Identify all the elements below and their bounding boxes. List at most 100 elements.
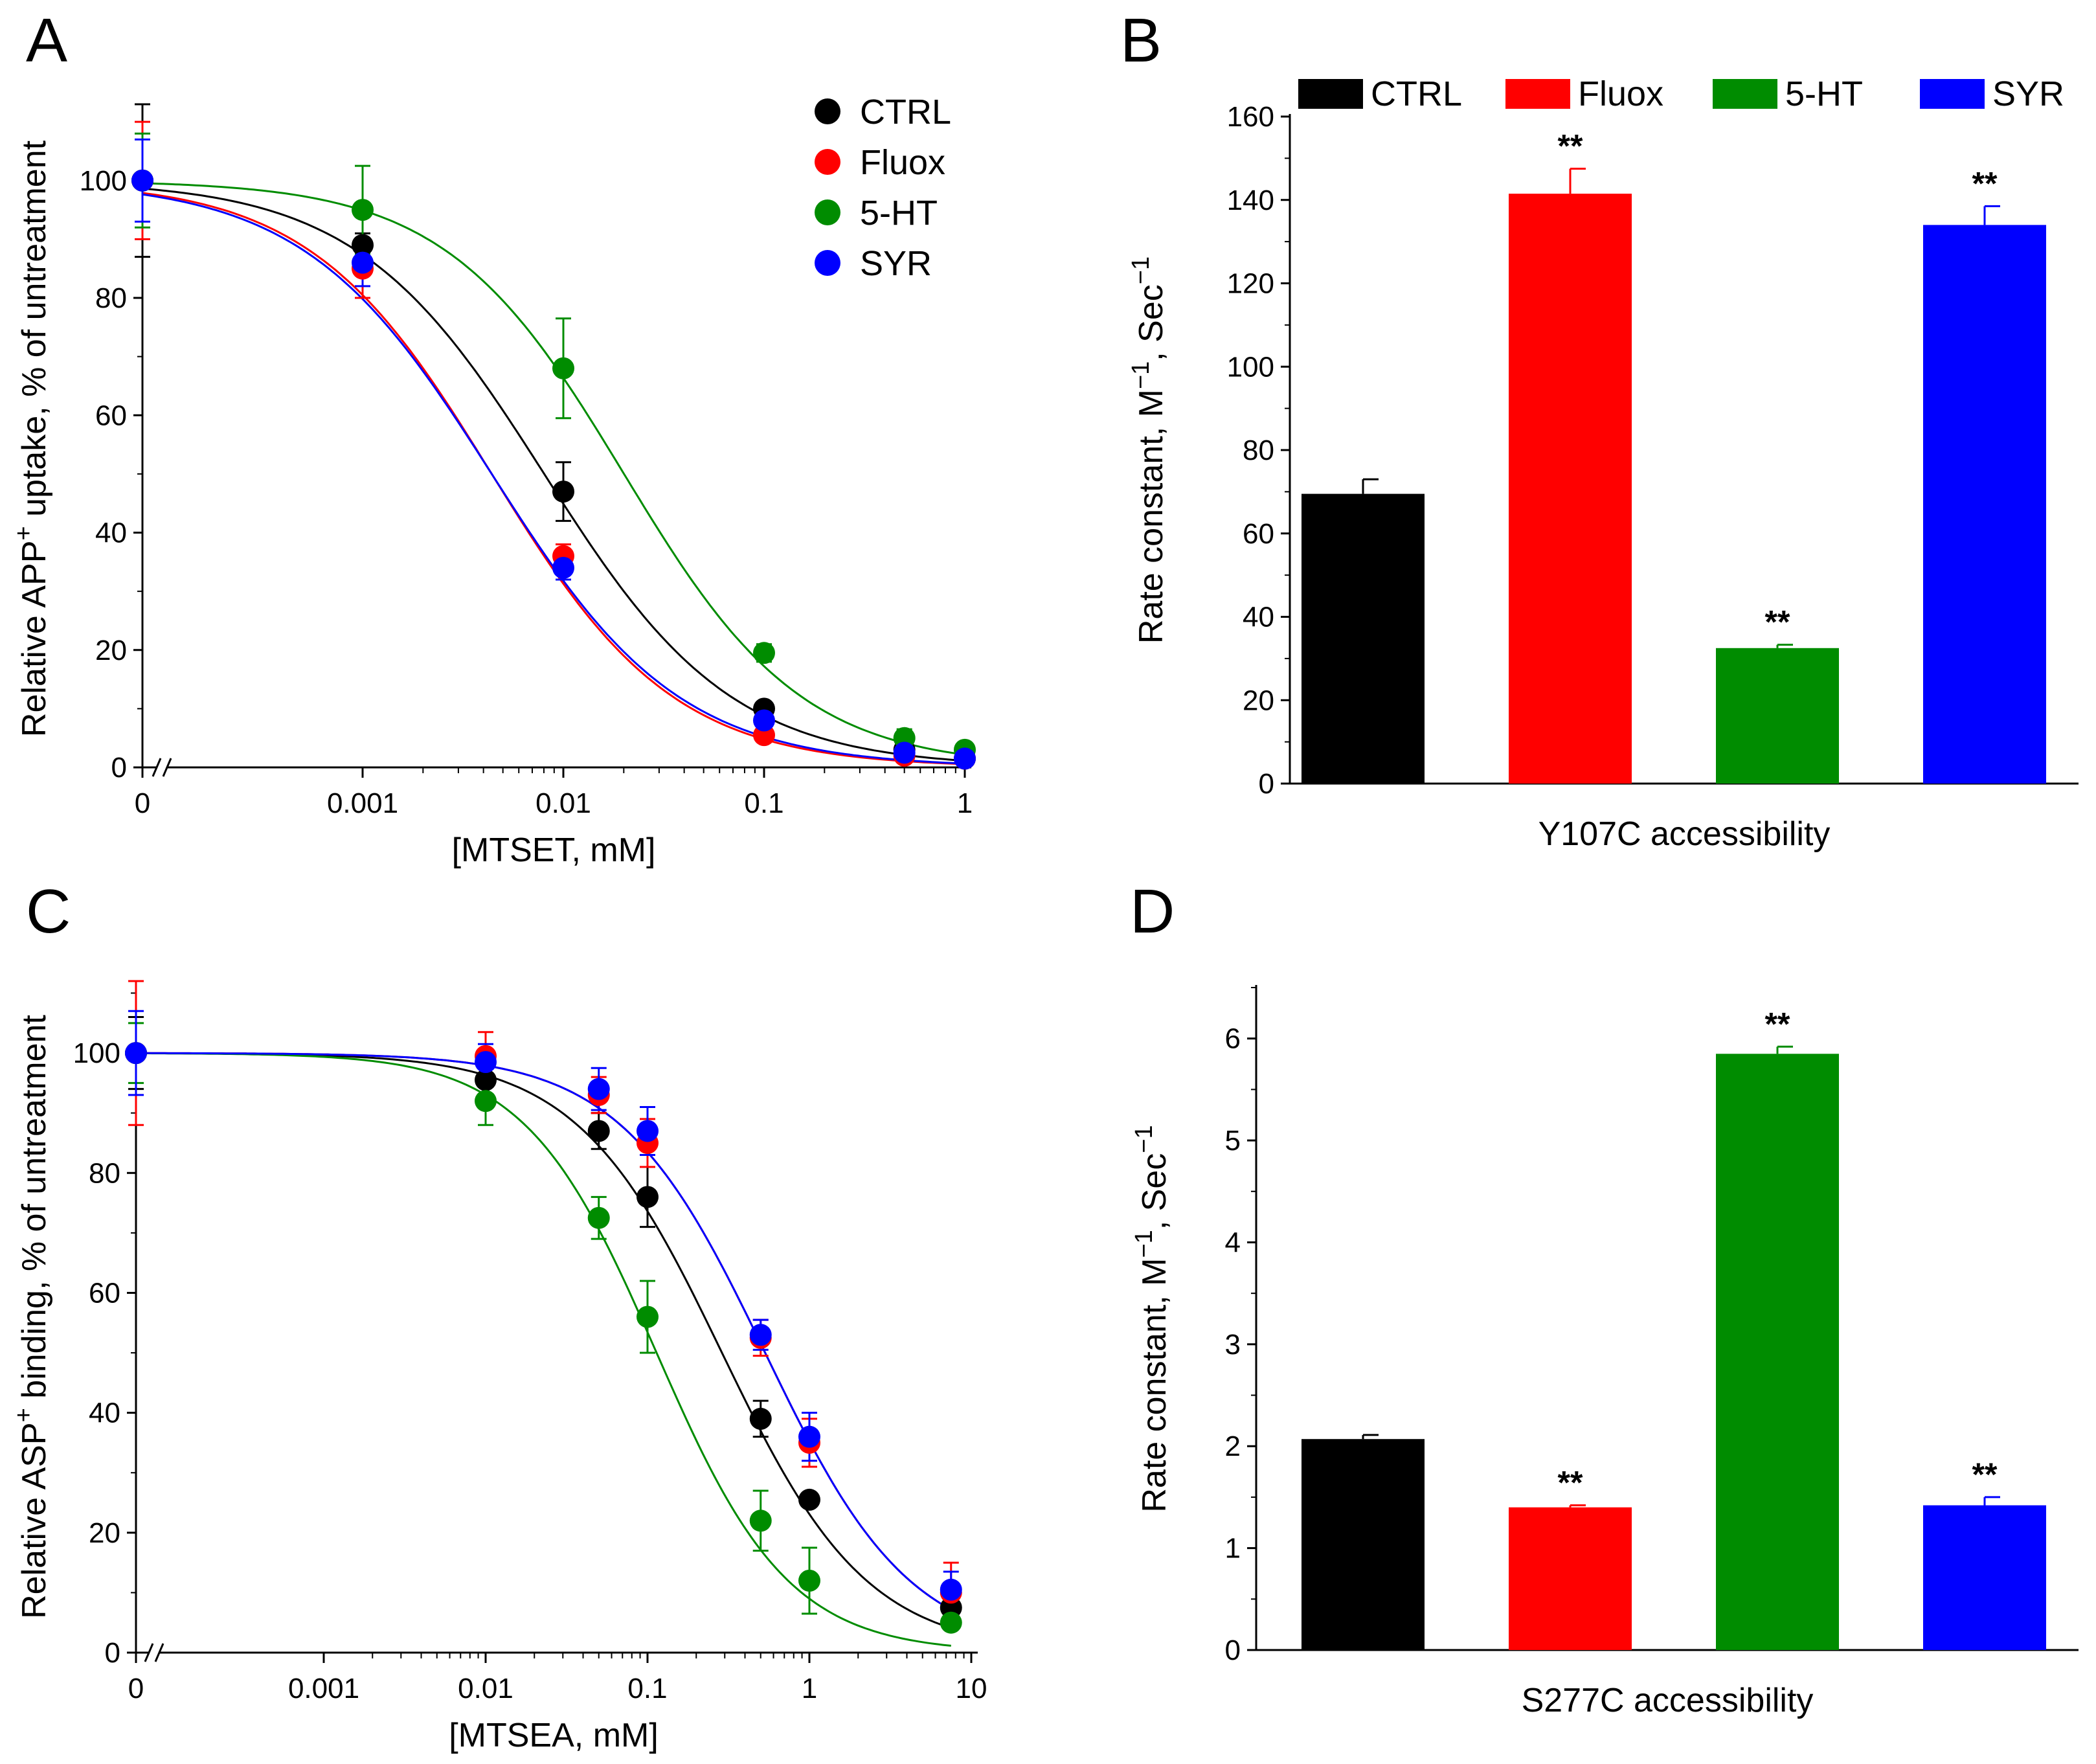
bar-syr bbox=[1923, 1505, 2046, 1650]
x-axis-title: [MTSEA, mM] bbox=[449, 1717, 659, 1754]
data-point-syr bbox=[940, 1578, 962, 1601]
data-point-syr bbox=[131, 169, 153, 192]
y-axis-title-part-2: uptake, % of untreatment bbox=[16, 140, 53, 526]
data-point-syr bbox=[587, 1078, 610, 1100]
y-axis-title-part-0: Relative ASP bbox=[16, 1422, 53, 1619]
y-tick-label: 20 bbox=[95, 635, 127, 666]
y-tick-label: 60 bbox=[95, 400, 127, 431]
data-point-ctrl bbox=[749, 1407, 772, 1430]
data-point-ctrl bbox=[587, 1120, 610, 1142]
y-axis-title-part-1: + bbox=[10, 1408, 38, 1422]
legend-marker-ctrl bbox=[815, 98, 840, 124]
y-axis-title: Relative APP+ uptake, % of untreatment bbox=[10, 140, 53, 737]
y-tick-label: 0 bbox=[1225, 1634, 1241, 1666]
y-tick-label: 3 bbox=[1225, 1329, 1241, 1361]
fit-curve-syr bbox=[136, 1052, 952, 1611]
legend-label-ctrl: CTRL bbox=[860, 93, 951, 131]
fit-curve-ctrl bbox=[136, 1052, 952, 1629]
data-point-syr bbox=[352, 251, 374, 274]
y-tick-label: 80 bbox=[89, 1157, 120, 1189]
y-axis-title-part-3: −1 bbox=[1131, 1125, 1158, 1153]
bar-ctrl bbox=[1302, 493, 1425, 784]
y-tick-label: 80 bbox=[1243, 435, 1274, 466]
axis-break-mark bbox=[162, 758, 172, 777]
legend-label-5-ht: 5-HT bbox=[860, 194, 938, 232]
x-tick-label: 0.001 bbox=[327, 787, 398, 819]
legend-label-syr: SYR bbox=[860, 244, 932, 283]
fit-curve-ctrl bbox=[142, 187, 965, 762]
legend-swatch-syr bbox=[1920, 79, 1985, 109]
legend-label-fluox: Fluox bbox=[1578, 74, 1663, 113]
significance-label: ** bbox=[1765, 604, 1790, 640]
data-point-syr bbox=[475, 1050, 497, 1073]
x-tick-label: 0.01 bbox=[535, 787, 591, 819]
panel-label-d: D bbox=[1130, 877, 1175, 946]
y-axis-title-part-1: −1 bbox=[1131, 1230, 1158, 1258]
data-point-ctrl bbox=[352, 234, 374, 256]
legend-swatch-5-ht bbox=[1713, 79, 1777, 109]
x-axis-title: S277C accessibility bbox=[1522, 1682, 1814, 1719]
panel-label-a: A bbox=[26, 6, 67, 75]
y-axis-title-part-2: , Sec bbox=[1136, 1153, 1173, 1230]
x-tick-label: 0 bbox=[128, 1673, 144, 1704]
y-axis-title: Rate constant, M−1, Sec−1 bbox=[1131, 1125, 1173, 1512]
significance-label: ** bbox=[1972, 165, 1998, 201]
significance-label: ** bbox=[1558, 1465, 1583, 1501]
data-point-ctrl bbox=[798, 1488, 820, 1511]
y-tick-label: 60 bbox=[1243, 518, 1274, 550]
axis-break-mark bbox=[152, 758, 162, 777]
bar-syr bbox=[1923, 225, 2046, 784]
data-point-ctrl bbox=[637, 1186, 659, 1208]
y-tick-label: 40 bbox=[1243, 602, 1274, 633]
fit-curve-5-ht bbox=[142, 182, 965, 756]
y-tick-label: 5 bbox=[1225, 1125, 1241, 1157]
legend-marker-syr bbox=[815, 250, 840, 276]
y-axis-title-part-0: Rate constant, M bbox=[1136, 1258, 1173, 1513]
data-point-syr bbox=[552, 556, 574, 579]
y-axis-title-part-2: binding, % of untreatment bbox=[16, 1015, 53, 1408]
panel-label-c: C bbox=[26, 877, 71, 946]
data-point-5-ht bbox=[352, 199, 374, 221]
y-tick-label: 120 bbox=[1227, 268, 1274, 300]
y-tick-label: 100 bbox=[80, 165, 127, 197]
x-tick-label: 0 bbox=[135, 787, 150, 819]
bar-5-ht bbox=[1716, 1054, 1839, 1650]
y-tick-label: 40 bbox=[95, 517, 127, 549]
bar-fluox bbox=[1509, 1507, 1632, 1650]
y-tick-label: 40 bbox=[89, 1397, 120, 1429]
y-tick-label: 2 bbox=[1225, 1430, 1241, 1462]
data-point-5-ht bbox=[475, 1090, 497, 1113]
x-tick-label: 0.1 bbox=[627, 1673, 667, 1704]
x-tick-label: 1 bbox=[957, 787, 973, 819]
data-point-syr bbox=[753, 709, 775, 732]
data-point-5-ht bbox=[552, 357, 574, 379]
x-axis-title: Y107C accessibility bbox=[1538, 815, 1831, 853]
fit-curve-fluox bbox=[142, 192, 965, 765]
x-tick-label: 1 bbox=[802, 1673, 817, 1704]
data-point-syr bbox=[749, 1324, 772, 1346]
data-point-5-ht bbox=[637, 1306, 659, 1328]
x-tick-label: 0.1 bbox=[744, 787, 783, 819]
x-tick-label: 10 bbox=[956, 1673, 987, 1704]
legend-marker-5-ht bbox=[815, 199, 840, 225]
y-tick-label: 20 bbox=[89, 1517, 120, 1549]
fit-curve-syr bbox=[142, 193, 965, 765]
data-point-syr bbox=[954, 747, 976, 770]
panel-d-chart: 0 1 2 3 4 5 6 ** ** ** S277C accessibility Rate con… bbox=[1131, 985, 2079, 1719]
y-tick-label: 0 bbox=[105, 1637, 120, 1669]
data-point-ctrl bbox=[475, 1069, 497, 1091]
y-tick-label: 0 bbox=[1259, 768, 1274, 800]
y-tick-label: 100 bbox=[1227, 351, 1274, 383]
y-tick-label: 140 bbox=[1227, 185, 1274, 216]
data-point-5-ht bbox=[587, 1206, 610, 1229]
x-tick-label: 0.001 bbox=[288, 1673, 359, 1704]
data-point-5-ht bbox=[798, 1569, 820, 1592]
data-point-5-ht bbox=[940, 1611, 962, 1634]
fit-curve-fluox bbox=[136, 1052, 952, 1611]
legend-label-fluox: Fluox bbox=[860, 143, 945, 182]
panel-a-chart: 0 20 40 60 80 100 0 0.001 0.01 0.1 1 [MTSET, mM] Rel… bbox=[10, 93, 976, 869]
y-axis-title-part-1: −1 bbox=[1127, 361, 1155, 389]
panel-c-chart: 0 20 40 60 80 100 0 0.001 0.01 0.1 1 10 [MTSEA, mM] R… bbox=[10, 980, 987, 1754]
fit-curve-5-ht bbox=[136, 1052, 951, 1647]
